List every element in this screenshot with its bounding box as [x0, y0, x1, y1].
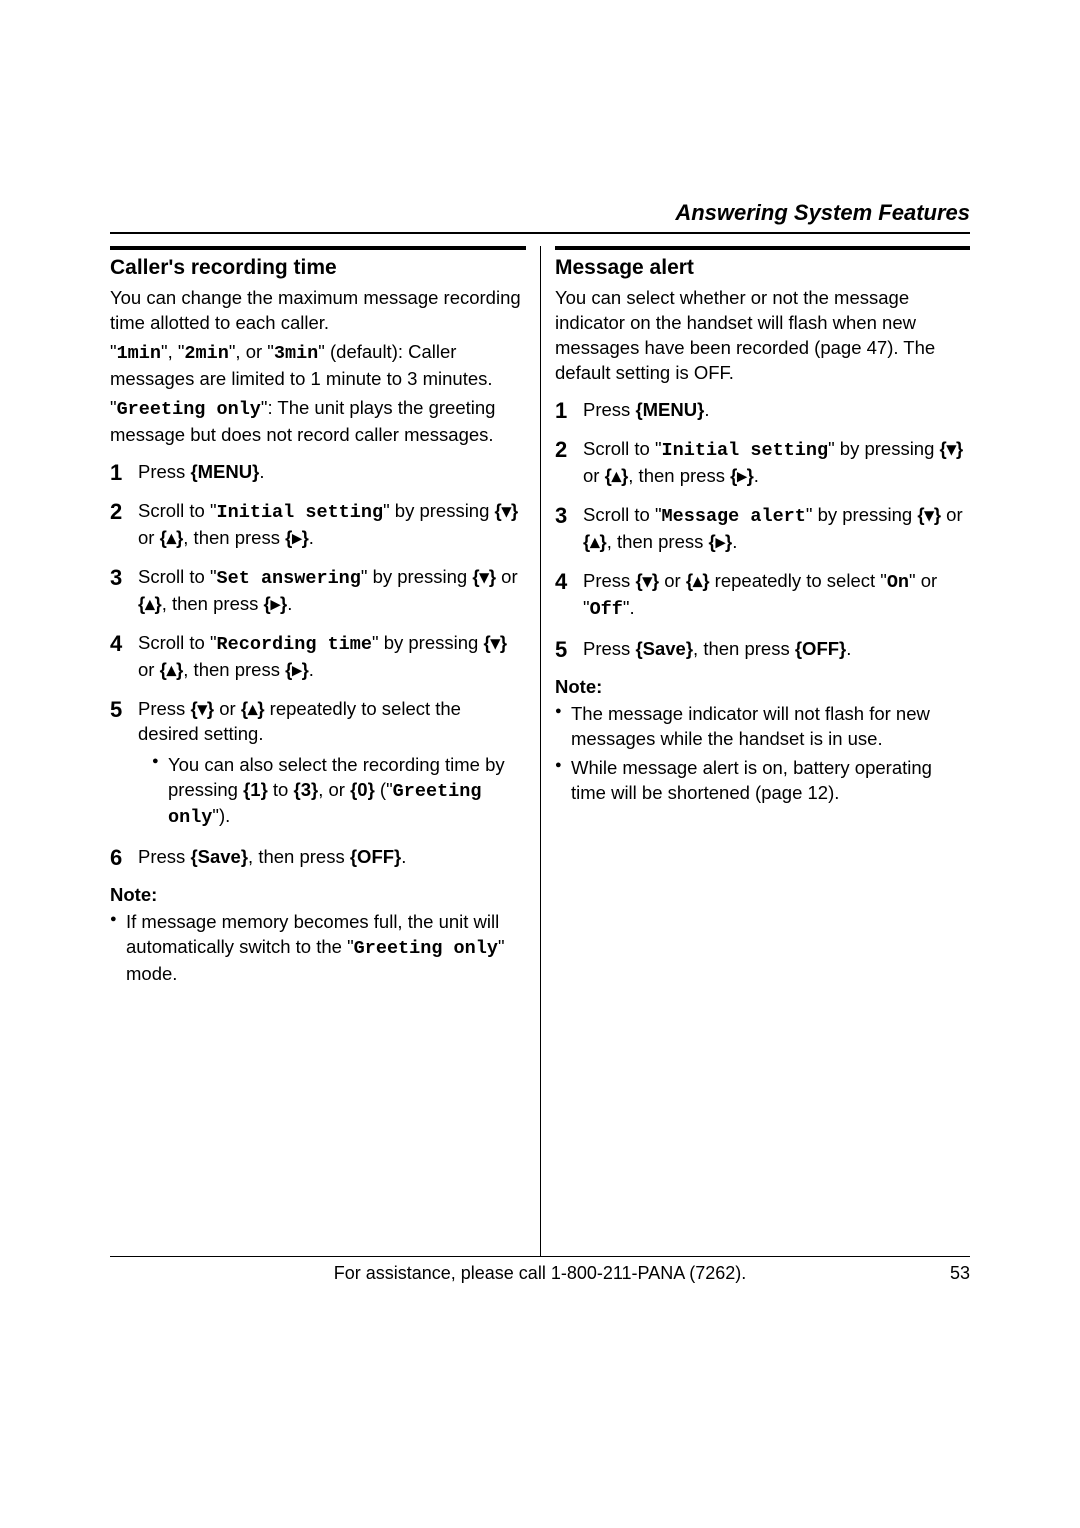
intro-para-3: "Greeting only": The unit plays the gree…: [110, 396, 526, 448]
step-5-sub-item: You can also select the recording time b…: [152, 753, 526, 832]
step-3: Scroll to "Set answering" by pressing {▾…: [110, 565, 526, 617]
footer: For assistance, please call 1-800-211-PA…: [110, 1256, 970, 1284]
right-note-1: The message indicator will not flash for…: [555, 702, 970, 752]
footer-text: For assistance, please call 1-800-211-PA…: [334, 1263, 747, 1284]
left-notes: If message memory becomes full, the unit…: [110, 910, 526, 987]
content-columns: Caller's recording time You can change t…: [110, 246, 970, 1256]
r-step-4: Press {▾} or {▴} repeatedly to select "O…: [555, 569, 970, 623]
right-note-heading: Note:: [555, 676, 970, 698]
step-5: Press {▾} or {▴} repeatedly to select th…: [110, 697, 526, 832]
right-note-2: While message alert is on, battery opera…: [555, 756, 970, 806]
right-column: Message alert You can select whether or …: [540, 246, 970, 1256]
message-alert-heading: Message alert: [555, 246, 970, 280]
page-header: Answering System Features: [110, 200, 970, 234]
r-step-3: Scroll to "Message alert" by pressing {▾…: [555, 503, 970, 555]
right-notes: The message indicator will not flash for…: [555, 702, 970, 806]
intro-para-2: "1min", "2min", or "3min" (default): Cal…: [110, 340, 526, 392]
intro-para-1: You can change the maximum message recor…: [110, 286, 526, 336]
r-step-2: Scroll to "Initial setting" by pressing …: [555, 437, 970, 489]
step-1: Press {MENU}.: [110, 460, 526, 485]
page-number: 53: [950, 1263, 970, 1284]
step-4: Scroll to "Recording time" by pressing {…: [110, 631, 526, 683]
left-column: Caller's recording time You can change t…: [110, 246, 540, 1256]
left-note-1: If message memory becomes full, the unit…: [110, 910, 526, 987]
step-5-sub: You can also select the recording time b…: [138, 753, 526, 832]
caller-recording-heading: Caller's recording time: [110, 246, 526, 280]
r-step-1: Press {MENU}.: [555, 398, 970, 423]
right-steps: Press {MENU}. Scroll to "Initial setting…: [555, 398, 970, 662]
step-2: Scroll to "Initial setting" by pressing …: [110, 499, 526, 551]
step-6: Press {Save}, then press {OFF}.: [110, 845, 526, 870]
left-note-heading: Note:: [110, 884, 526, 906]
right-intro: You can select whether or not the messag…: [555, 286, 970, 386]
page: Answering System Features Caller's recor…: [0, 0, 1080, 1528]
left-steps: Press {MENU}. Scroll to "Initial setting…: [110, 460, 526, 871]
r-step-5: Press {Save}, then press {OFF}.: [555, 637, 970, 662]
